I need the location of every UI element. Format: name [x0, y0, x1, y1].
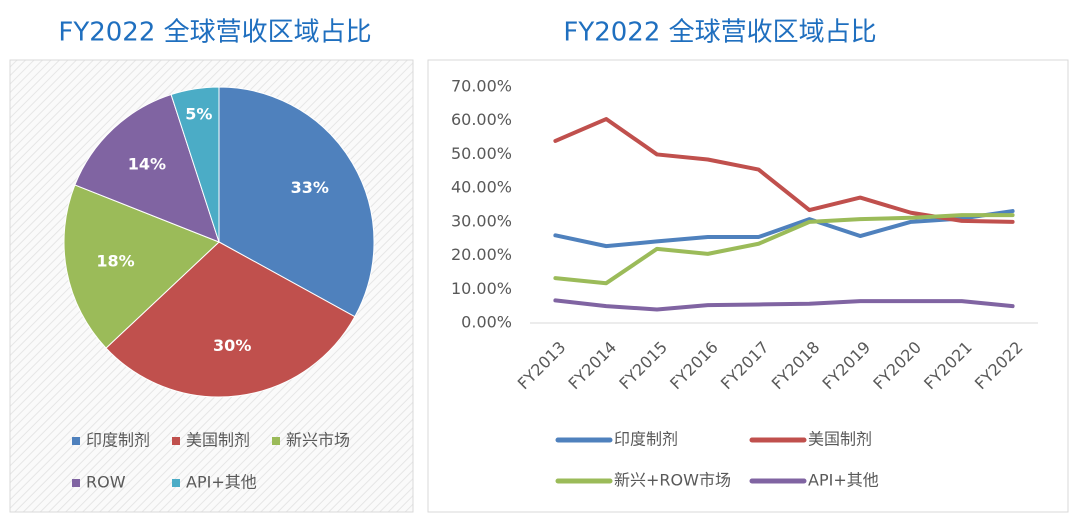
- line-frame: [427, 59, 1069, 513]
- legend-label: API+其他: [186, 473, 257, 492]
- legend-swatch: [172, 437, 180, 445]
- y-tick-label: 20.00%: [451, 245, 512, 264]
- series-line: [553, 209, 1015, 249]
- chart-title: FY2022 全球营收区域占比: [58, 18, 371, 48]
- pie-slice: [63, 184, 220, 349]
- data-label: 18%: [96, 251, 134, 270]
- pie-slice: [105, 241, 356, 398]
- legend-label: 美国制剂: [186, 431, 250, 450]
- series-line: [553, 213, 1015, 286]
- legend-label: 印度制剂: [86, 431, 150, 450]
- y-tick-label: 60.00%: [451, 110, 512, 129]
- series-line: [553, 298, 1015, 312]
- y-tick-label: 70.00%: [451, 77, 512, 96]
- legend-label: 新兴+ROW市场: [614, 471, 731, 490]
- chart-title: FY2022 全球营收区域占比: [563, 18, 876, 48]
- data-label: 30%: [213, 336, 251, 355]
- y-tick-label: 40.00%: [451, 178, 512, 197]
- data-label: 14%: [128, 155, 166, 174]
- legend-label: 美国制剂: [808, 430, 872, 449]
- legend-label: ROW: [86, 473, 126, 492]
- y-tick-label: 10.00%: [451, 279, 512, 298]
- data-label: 5%: [185, 104, 212, 123]
- y-tick-label: 0.00%: [461, 313, 512, 332]
- legend-swatch: [172, 479, 180, 487]
- legend-label: 新兴市场: [286, 431, 350, 450]
- y-tick-label: 50.00%: [451, 144, 512, 163]
- pie-slice: [218, 86, 375, 318]
- legend-label: 印度制剂: [614, 430, 678, 449]
- data-label: 33%: [291, 178, 329, 197]
- legend-swatch: [72, 479, 80, 487]
- y-tick-label: 30.00%: [451, 211, 512, 230]
- pie-slice: [170, 86, 220, 243]
- legend-label: API+其他: [808, 471, 879, 490]
- legend-swatch: [272, 437, 280, 445]
- legend-swatch: [72, 437, 80, 445]
